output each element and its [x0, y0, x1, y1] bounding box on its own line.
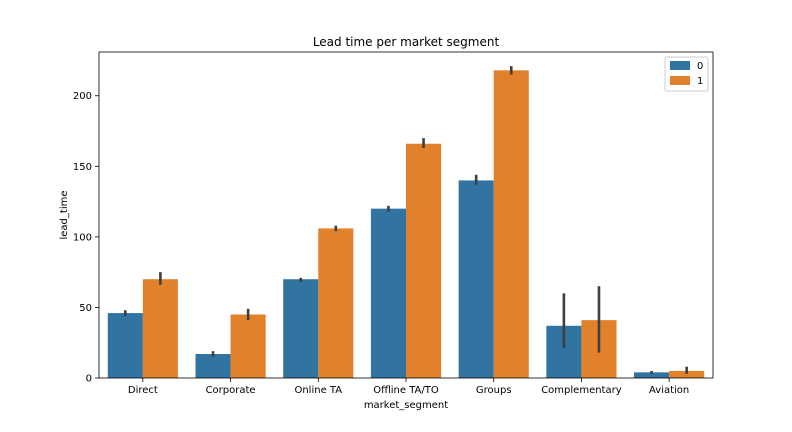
bar-corporate-series-1: [230, 314, 266, 378]
bar-groups-series-0: [458, 180, 494, 378]
bar-offline-ta-to-series-1: [406, 143, 442, 378]
x-axis: Direct Corporate Online TA Offline TA/TO Gro…: [128, 378, 689, 396]
bar-aviation-series-1: [669, 370, 705, 378]
chart-title: Lead time per market segment: [313, 35, 500, 49]
legend-label-series-1: 1: [697, 76, 703, 87]
plot-frame: [98, 51, 714, 379]
x-tick-label: Groups: [476, 385, 512, 396]
legend-swatch-series-1: [670, 76, 690, 85]
bar-corporate-series-0: [195, 354, 231, 378]
bar-direct-series-1: [142, 279, 178, 378]
x-tick-label: Aviation: [649, 385, 689, 396]
x-tick-label: Complementary: [541, 385, 622, 396]
bar-online-ta-series-0: [283, 279, 319, 378]
legend: 01: [664, 56, 709, 92]
legend-swatch-series-0: [670, 61, 690, 70]
x-axis-label: market_segment: [364, 400, 448, 411]
y-tick-label: 0: [86, 374, 92, 385]
y-axis: 0 50 100 150 200: [73, 91, 99, 385]
y-tick-label: 50: [79, 303, 92, 314]
x-tick-label: Online TA: [294, 385, 342, 396]
y-tick-label: 150: [73, 162, 92, 173]
plot-area: [107, 66, 705, 379]
y-axis-label: lead_time: [59, 191, 70, 240]
x-tick-label: Offline TA/TO: [373, 385, 439, 396]
bar-groups-series-1: [493, 70, 529, 379]
bar-aviation-series-0: [634, 372, 670, 378]
bar-offline-ta-to-series-0: [370, 208, 406, 378]
bar-direct-series-0: [107, 313, 143, 378]
legend-label-series-0: 0: [697, 61, 703, 72]
y-tick-label: 200: [73, 91, 92, 102]
x-tick-label: Direct: [128, 385, 158, 396]
x-tick-label: Corporate: [206, 385, 256, 396]
bar-online-ta-series-1: [318, 228, 354, 378]
y-tick-label: 100: [73, 232, 92, 243]
